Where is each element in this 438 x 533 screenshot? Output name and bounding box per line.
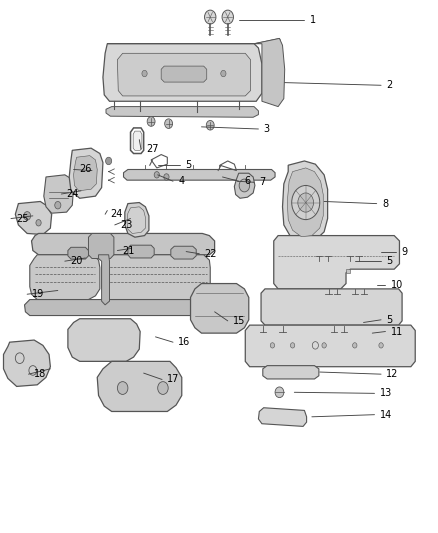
Polygon shape xyxy=(125,203,149,237)
Circle shape xyxy=(205,10,216,24)
Circle shape xyxy=(165,119,173,128)
Polygon shape xyxy=(102,255,210,300)
Polygon shape xyxy=(4,340,50,386)
Polygon shape xyxy=(103,44,262,101)
Polygon shape xyxy=(30,255,100,300)
Polygon shape xyxy=(88,233,114,259)
Polygon shape xyxy=(263,366,319,379)
Circle shape xyxy=(154,172,159,178)
Circle shape xyxy=(206,120,214,130)
Polygon shape xyxy=(32,233,215,255)
Circle shape xyxy=(221,70,226,77)
Text: 18: 18 xyxy=(34,369,46,379)
Polygon shape xyxy=(99,255,110,305)
Circle shape xyxy=(55,201,61,209)
Text: 23: 23 xyxy=(120,220,132,230)
Text: 5: 5 xyxy=(386,256,392,266)
Text: 11: 11 xyxy=(391,327,403,336)
Polygon shape xyxy=(245,325,415,367)
Circle shape xyxy=(164,174,169,180)
Text: 15: 15 xyxy=(233,316,245,326)
Text: 2: 2 xyxy=(386,80,392,90)
Polygon shape xyxy=(161,66,207,82)
Text: 24: 24 xyxy=(110,209,123,219)
Polygon shape xyxy=(254,38,285,107)
Circle shape xyxy=(158,382,168,394)
Circle shape xyxy=(353,343,357,348)
Text: 17: 17 xyxy=(167,375,180,384)
Polygon shape xyxy=(128,245,154,258)
Polygon shape xyxy=(191,284,249,333)
Polygon shape xyxy=(106,107,258,117)
Polygon shape xyxy=(44,175,74,213)
Polygon shape xyxy=(171,246,196,259)
Text: 20: 20 xyxy=(70,256,82,266)
Circle shape xyxy=(275,387,284,398)
Polygon shape xyxy=(68,247,88,259)
Text: 1: 1 xyxy=(310,15,316,25)
Circle shape xyxy=(322,343,326,348)
Polygon shape xyxy=(346,269,350,273)
Text: 10: 10 xyxy=(391,280,403,290)
Text: 3: 3 xyxy=(264,124,270,134)
Text: 19: 19 xyxy=(32,289,45,299)
Circle shape xyxy=(290,343,295,348)
Text: 25: 25 xyxy=(16,214,29,223)
Circle shape xyxy=(147,117,155,126)
Polygon shape xyxy=(261,289,402,325)
Text: 24: 24 xyxy=(67,189,79,199)
Polygon shape xyxy=(133,131,142,150)
Polygon shape xyxy=(68,319,140,361)
Text: 4: 4 xyxy=(178,176,184,186)
Polygon shape xyxy=(97,361,182,411)
Circle shape xyxy=(142,70,147,77)
Text: 12: 12 xyxy=(386,369,399,379)
Circle shape xyxy=(36,220,41,226)
Circle shape xyxy=(24,212,31,220)
Circle shape xyxy=(106,157,112,165)
Text: 13: 13 xyxy=(380,389,392,398)
Polygon shape xyxy=(107,38,280,44)
Text: 5: 5 xyxy=(386,315,392,325)
Text: 21: 21 xyxy=(123,246,135,255)
Text: 27: 27 xyxy=(146,144,159,154)
Polygon shape xyxy=(287,168,323,237)
Text: 9: 9 xyxy=(402,247,408,256)
Polygon shape xyxy=(274,236,399,289)
Text: 14: 14 xyxy=(380,410,392,419)
Circle shape xyxy=(222,10,233,24)
Polygon shape xyxy=(25,300,215,316)
Text: 22: 22 xyxy=(205,249,217,259)
Polygon shape xyxy=(234,173,255,198)
Circle shape xyxy=(292,185,320,220)
Text: 7: 7 xyxy=(259,177,265,187)
Text: 6: 6 xyxy=(244,176,250,186)
Polygon shape xyxy=(117,53,251,96)
Text: 16: 16 xyxy=(178,337,191,347)
Polygon shape xyxy=(258,408,307,426)
Polygon shape xyxy=(283,161,328,243)
Circle shape xyxy=(270,343,275,348)
Circle shape xyxy=(298,193,314,212)
Polygon shape xyxy=(124,169,275,180)
Text: 26: 26 xyxy=(79,165,91,174)
Polygon shape xyxy=(69,148,103,198)
Circle shape xyxy=(117,382,128,394)
Polygon shape xyxy=(74,156,97,191)
Text: 8: 8 xyxy=(382,199,388,208)
Text: 5: 5 xyxy=(185,160,191,170)
Polygon shape xyxy=(15,201,52,235)
Circle shape xyxy=(239,179,250,192)
Circle shape xyxy=(379,343,383,348)
